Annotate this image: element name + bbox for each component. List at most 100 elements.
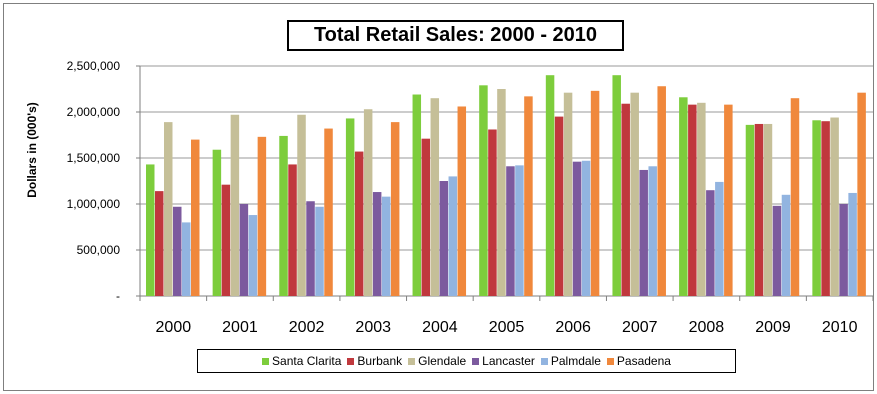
legend: Santa Clarita Burbank Glendale Lancaster Pal… (197, 349, 736, 373)
bar-santa-clarita-2003 (345, 118, 355, 296)
legend-item: Glendale (408, 354, 466, 368)
bar-pasadena-2010 (857, 92, 866, 297)
chart-title-text: Total Retail Sales: 2000 - 2010 (313, 24, 598, 46)
bar-lancaster-2000 (173, 206, 182, 296)
bar-santa-clarita-2000 (146, 164, 155, 296)
bar-glendale-2010 (830, 117, 839, 297)
bar-lancaster-2008 (706, 190, 715, 296)
bar-pasadena-2000 (191, 139, 200, 296)
x-tick-label: 2003 (355, 319, 391, 336)
legend-label: Pasadena (616, 354, 671, 368)
bar-palmdale-2004 (448, 176, 458, 296)
y-tick-label: - (116, 289, 120, 303)
x-tick-label: 2004 (422, 319, 458, 336)
bar-glendale-2007 (630, 92, 639, 297)
y-tick-label: 2,000,000 (67, 105, 121, 119)
x-tick-label: 2001 (222, 319, 258, 336)
bar-lancaster-2009 (772, 205, 782, 296)
bar-santa-clarita-2005 (479, 85, 488, 296)
legend-swatch (347, 357, 355, 365)
bar-glendale-2005 (497, 89, 506, 296)
x-tick-label: 2007 (622, 319, 658, 336)
bar-burbank-2005 (488, 129, 497, 296)
y-tick-label: 1,500,000 (67, 151, 121, 165)
bar-glendale-2004 (430, 98, 440, 296)
bar-burbank-2003 (354, 151, 364, 296)
bar-glendale-2006 (563, 92, 573, 297)
x-tick-label: 2006 (555, 319, 591, 336)
bar-glendale-2001 (230, 114, 240, 296)
bar-santa-clarita-2006 (545, 75, 555, 296)
bar-pasadena-2004 (457, 106, 467, 296)
x-tick-label: 2009 (755, 319, 791, 336)
bar-santa-clarita-2004 (412, 94, 422, 297)
bar-burbank-2004 (421, 138, 431, 296)
bar-santa-clarita-2009 (745, 124, 755, 296)
bar-palmdale-2002 (315, 206, 324, 296)
bar-lancaster-2001 (239, 204, 249, 296)
bar-burbank-2001 (221, 184, 231, 296)
legend-item: Palmdale (540, 354, 601, 368)
y-tick-label: 2,500,000 (67, 59, 121, 73)
bar-glendale-2003 (363, 109, 373, 297)
bar-palmdale-2007 (648, 166, 657, 296)
legend-swatch (606, 357, 614, 365)
legend-swatch (472, 357, 480, 365)
legend-label: Glendale (418, 354, 467, 368)
x-tick-label: 2000 (156, 319, 192, 336)
bar-glendale-2002 (297, 114, 306, 296)
legend-swatch (540, 357, 548, 365)
bar-pasadena-2003 (390, 122, 400, 297)
bar-pasadena-2002 (324, 128, 333, 296)
bar-lancaster-2006 (572, 161, 582, 296)
chart-title: Total Retail Sales: 2000 - 2010 (287, 20, 624, 51)
x-tick-label: 2008 (689, 319, 725, 336)
bar-palmdale-2000 (182, 222, 191, 296)
bar-lancaster-2003 (372, 192, 382, 296)
bar-lancaster-2010 (839, 204, 848, 296)
legend-label: Lancaster (482, 354, 535, 368)
bar-pasadena-2005 (524, 96, 533, 296)
x-tick-label: 2002 (289, 319, 325, 336)
legend-item: Santa Clarita (262, 354, 341, 368)
x-tick-label: 2010 (822, 319, 858, 336)
legend-label: Santa Clarita (272, 354, 342, 368)
bar-lancaster-2002 (306, 201, 315, 296)
bar-santa-clarita-2002 (279, 135, 288, 296)
bar-santa-clarita-2001 (212, 149, 222, 296)
bar-lancaster-2004 (439, 181, 449, 296)
x-tick-label: 2005 (489, 319, 525, 336)
legend-label: Palmdale (550, 354, 601, 368)
bar-palmdale-2003 (381, 196, 391, 296)
bar-pasadena-2006 (590, 90, 600, 296)
legend-item: Pasadena (606, 354, 671, 368)
bar-lancaster-2007 (639, 169, 648, 296)
bar-burbank-2000 (155, 191, 164, 296)
legend-swatch (262, 357, 270, 365)
bar-santa-clarita-2008 (679, 97, 688, 296)
bar-lancaster-2005 (506, 166, 515, 296)
bar-palmdale-2006 (581, 160, 591, 296)
bar-burbank-2007 (621, 103, 630, 296)
bar-burbank-2009 (754, 123, 764, 297)
bar-burbank-2008 (688, 104, 697, 296)
bar-burbank-2010 (821, 121, 830, 296)
bar-glendale-2009 (763, 123, 773, 297)
bar-palmdale-2008 (715, 181, 724, 296)
y-tick-label: 500,000 (77, 243, 121, 257)
bar-glendale-2000 (164, 122, 173, 297)
bar-pasadena-2009 (790, 98, 800, 296)
legend-label: Burbank (357, 354, 403, 368)
legend-swatch (408, 357, 416, 365)
bar-burbank-2006 (554, 116, 564, 296)
bar-pasadena-2001 (257, 136, 267, 296)
bar-palmdale-2010 (848, 192, 857, 296)
legend-item: Lancaster (472, 354, 535, 368)
bar-glendale-2008 (697, 102, 706, 296)
bar-palmdale-2005 (515, 165, 524, 296)
bar-burbank-2002 (288, 164, 297, 296)
bar-palmdale-2009 (781, 194, 791, 296)
legend-item: Burbank (347, 354, 402, 368)
bar-palmdale-2001 (248, 215, 258, 296)
